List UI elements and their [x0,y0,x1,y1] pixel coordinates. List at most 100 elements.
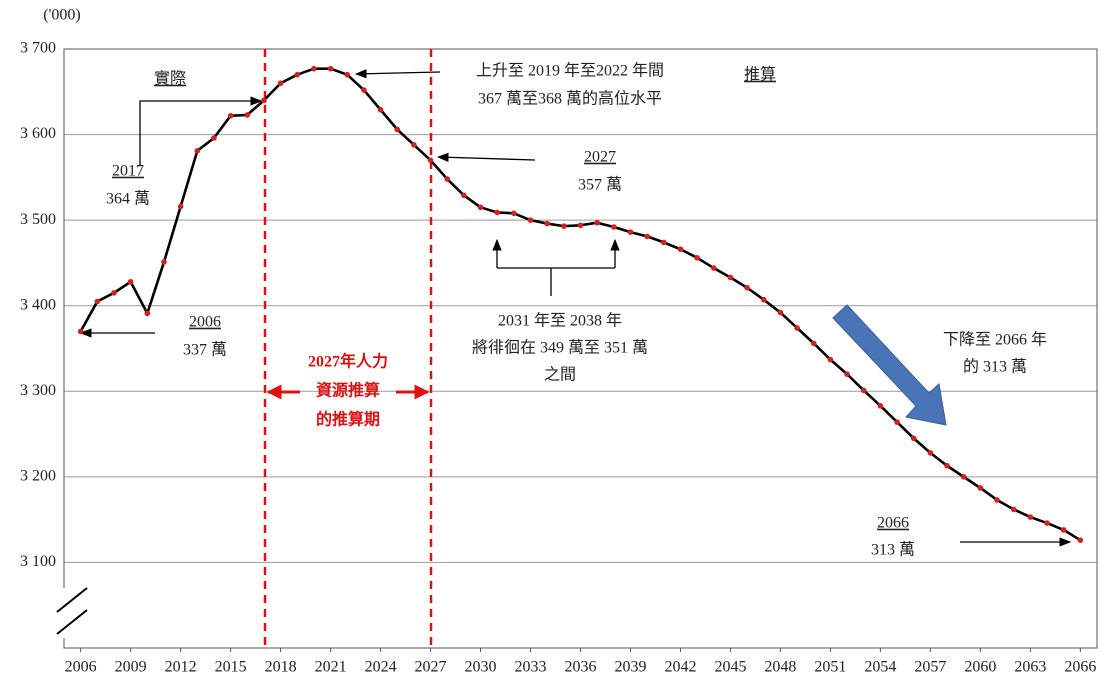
annotation: 313 萬 [871,541,915,559]
data-point [644,233,650,240]
y-tick-label: 3 700 [20,40,56,57]
annotation: 2031 年至 2038 年 [498,312,622,330]
x-tick-label: 2030 [465,659,497,676]
annotation: 2066 [877,515,909,532]
data-point [577,222,584,229]
data-point [1060,527,1067,533]
annotation: 367 萬至368 萬的高位水平 [478,90,662,108]
data-point [177,203,184,210]
annotation: 364 萬 [106,190,150,208]
data-point [477,204,484,211]
series [77,65,1084,543]
data-point [877,403,884,409]
annotation: 337 萬 [183,341,227,359]
x-tick-label: 2060 [964,659,996,676]
arrow [139,96,263,165]
data-point [361,87,367,93]
data-point [244,112,251,118]
y-tick-label: 3 300 [20,382,56,399]
data-point [544,220,550,227]
data-point [1010,506,1017,513]
data-point [694,254,700,261]
data-point [677,246,684,253]
data-point [611,224,617,230]
data-point [594,219,600,226]
data-point [77,328,84,335]
data-point [144,310,151,317]
data-point [94,298,101,305]
data-point [427,157,434,164]
annotation: 之間 [544,366,576,384]
data-point [927,450,934,456]
annotation: 2027年人力 [308,352,388,371]
x-tick-label: 2018 [265,659,297,676]
data-point [511,210,517,217]
data-point [161,259,167,265]
annotation: 2017 [112,163,144,180]
axis-break [56,609,88,635]
arrow [354,69,441,79]
data-point [844,371,850,377]
annotation: 下降至 2066 年 [943,331,1047,349]
annotation: 的推算期 [316,410,380,429]
annotation: 推算 [744,65,776,84]
data-point [910,435,917,442]
y-tick-label: 3 400 [20,296,56,313]
y-tick-label: 3 100 [20,553,56,570]
annotation: 357 萬 [578,176,622,194]
x-tick-label: 2033 [515,659,547,676]
axis-break-bg [56,588,76,638]
annotation: 實際 [154,69,186,88]
data-point [1044,520,1050,526]
annotation: ('000) [43,7,81,24]
x-tick-label: 2009 [115,659,147,676]
annotation: 2027 [584,149,616,166]
data-point [211,135,217,141]
data-point [377,106,384,113]
annotation: 的 313 萬 [963,358,1027,376]
axis-break [56,587,88,613]
data-point [494,209,500,216]
y-tick-label: 3 500 [20,211,56,228]
annotation: 資源推算 [316,381,380,400]
x-tick-label: 2015 [215,659,247,676]
x-tick-label: 2036 [565,659,597,676]
x-tick-label: 2021 [315,659,347,676]
x-tick-label: 2063 [1014,659,1046,676]
arrow [436,152,536,163]
x-tick-label: 2045 [714,659,746,676]
data-point [411,142,417,148]
trend-arrow [832,304,947,426]
data-point [461,192,467,199]
data-point [977,485,984,491]
data-point [327,65,334,72]
data-point [194,148,201,154]
x-tick-label: 2039 [614,659,646,676]
x-tick-label: 2051 [814,659,846,676]
x-tick-label: 2024 [365,659,397,676]
y-tick-label: 3 600 [20,125,56,142]
data-point [810,340,817,347]
data-point [727,274,734,281]
data-point [710,265,717,271]
data-point [261,97,267,104]
x-tick-label: 2006 [65,659,97,676]
data-point [777,309,784,316]
data-point [294,71,301,78]
x-tick-label: 2057 [914,659,946,676]
data-point [227,112,234,119]
x-tick-label: 2027 [415,659,447,676]
data-point [794,325,800,331]
data-point [527,217,534,223]
data-point [344,71,351,78]
annotation: 將徘徊在 349 萬至 351 萬 [472,339,648,357]
data-point [394,126,401,133]
annotation: 上升至 2019 年至2022 年間 [476,62,664,80]
data-point [111,290,117,296]
x-tick-label: 2054 [864,659,896,676]
data-point [627,229,634,235]
data-point [994,497,1000,503]
data-point [561,223,567,229]
data-point [894,419,900,425]
